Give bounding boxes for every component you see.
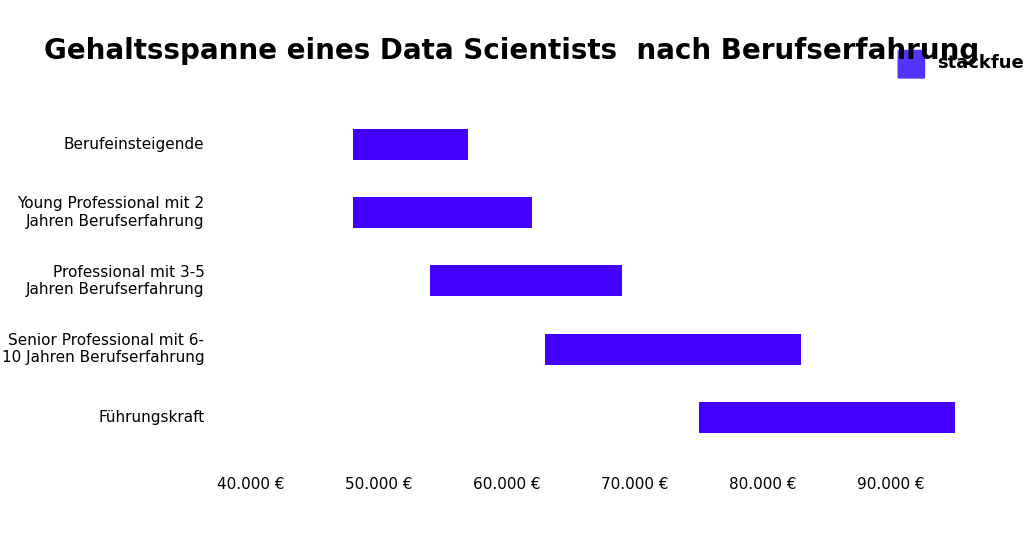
FancyBboxPatch shape — [897, 50, 926, 79]
Bar — [430, 265, 622, 296]
Bar — [545, 334, 801, 365]
Bar — [353, 129, 468, 159]
Text: Gehaltsspanne eines Data Scientists  nach Berufserfahrung: Gehaltsspanne eines Data Scientists nach… — [44, 37, 980, 65]
Text: stackfuel: stackfuel — [937, 54, 1024, 72]
Bar — [353, 197, 532, 228]
Bar — [698, 402, 954, 433]
